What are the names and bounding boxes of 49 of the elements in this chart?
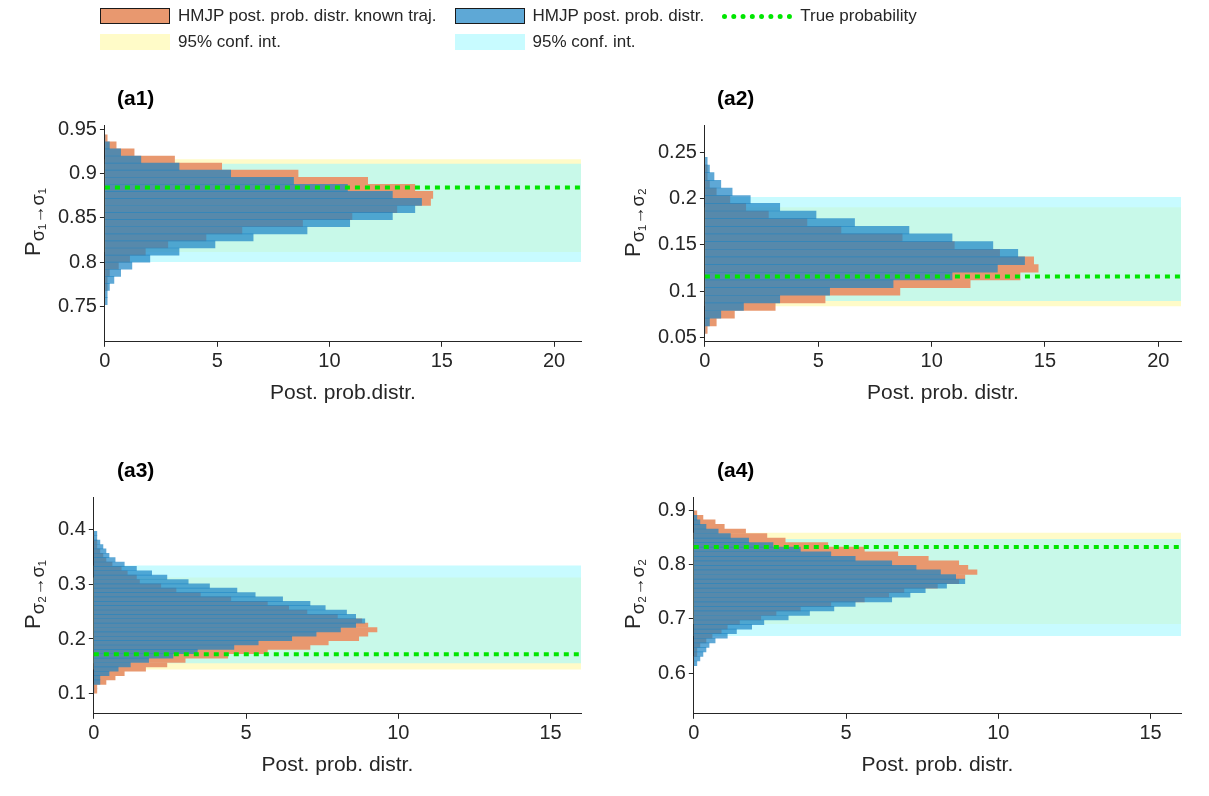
x-tick-label: 0 <box>99 349 111 372</box>
x-axis-title: Post. prob.distr. <box>270 380 416 404</box>
y-tick-label: 0.9 <box>657 498 686 521</box>
x-tick-label: 0 <box>699 349 711 372</box>
y-tick-label: 0.1 <box>57 681 86 704</box>
y-tick-label: 0.3 <box>57 571 86 594</box>
legend-label: 95% conf. int. <box>178 32 282 52</box>
x-tick-label: 5 <box>211 349 223 372</box>
y-tick-label: 0.25 <box>657 140 697 163</box>
y-tick-label: 0.75 <box>57 293 97 316</box>
x-tick-label: 15 <box>539 721 562 744</box>
y-tick-label: 0.2 <box>669 186 697 209</box>
x-tick-label: 10 <box>387 721 410 744</box>
legend-label: 95% conf. int. <box>532 32 636 52</box>
x-tick-label: 0 <box>688 721 700 744</box>
y-tick-label: 0.8 <box>69 249 97 272</box>
x-axis-title: Post. prob. distr. <box>261 752 414 776</box>
legend-label: HMJP post. prob. distr. known traj. <box>178 6 437 26</box>
y-tick-label: 0.4 <box>57 517 86 540</box>
legend-label: True probability <box>800 6 917 26</box>
x-tick-label: 10 <box>920 349 943 372</box>
x-tick-label: 15 <box>430 349 453 372</box>
legend-label: HMJP post. prob. distr. <box>532 6 705 26</box>
y-tick-label: 0.9 <box>69 161 97 184</box>
x-tick-label: 5 <box>840 721 852 744</box>
x-tick-label: 10 <box>318 349 341 372</box>
x-tick-label: 15 <box>1139 721 1162 744</box>
x-tick-label: 5 <box>812 349 824 372</box>
y-tick-label: 0.85 <box>57 205 97 228</box>
x-axis-title: Post. prob. distr. <box>861 752 1014 776</box>
y-tick-label: 0.95 <box>57 116 97 139</box>
x-tick-label: 0 <box>88 721 100 744</box>
chart-title: (a2) <box>717 86 755 110</box>
x-tick-label: 20 <box>1147 349 1170 372</box>
x-tick-label: 15 <box>1033 349 1057 372</box>
chart-title: (a3) <box>117 458 155 482</box>
chart-title: (a1) <box>117 86 155 110</box>
y-tick-label: 0.05 <box>657 324 697 347</box>
x-tick-label: 20 <box>542 349 566 372</box>
x-axis-title: Post. prob. distr. <box>867 380 1019 404</box>
y-tick-label: 0.1 <box>669 278 697 301</box>
y-tick-label: 0.8 <box>657 552 686 575</box>
x-tick-label: 10 <box>987 721 1010 744</box>
y-tick-label: 0.7 <box>657 606 686 629</box>
y-tick-label: 0.2 <box>57 626 86 649</box>
y-tick-label: 0.6 <box>657 660 686 683</box>
chart-title: (a4) <box>717 458 755 482</box>
y-tick-label: 0.15 <box>657 232 697 255</box>
x-tick-label: 5 <box>240 721 252 744</box>
